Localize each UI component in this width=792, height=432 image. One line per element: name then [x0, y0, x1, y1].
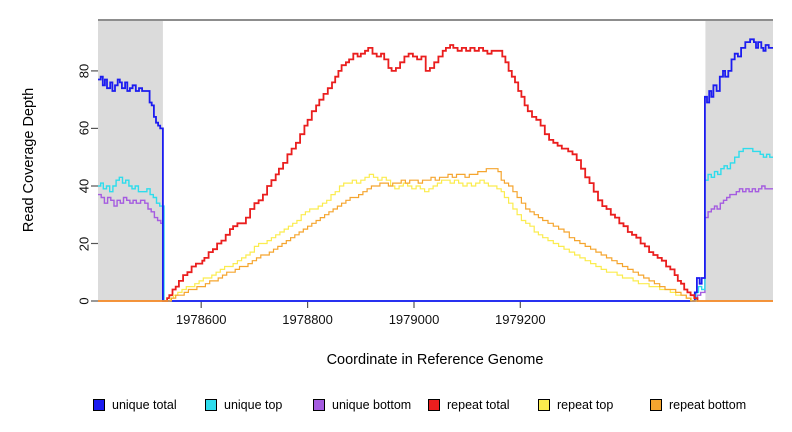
- masked-right-shaded-region: [705, 21, 773, 301]
- legend-label: unique total: [112, 398, 177, 412]
- legend-swatch-unique-total: [93, 399, 105, 411]
- masked-left-shaded-region: [98, 21, 163, 301]
- legend-label: repeat total: [447, 398, 510, 412]
- legend-swatch-unique-top: [205, 399, 217, 411]
- legend-label: unique top: [224, 398, 283, 412]
- series-line-repeat-bottom: [98, 168, 773, 302]
- legend-label: repeat bottom: [669, 398, 747, 412]
- series-line-unique-top: [98, 147, 773, 302]
- legend-item-repeat-bottom: repeat bottom: [650, 398, 746, 412]
- legend-item-repeat-top: repeat top: [538, 398, 613, 412]
- legend-item-repeat-total: repeat total: [428, 398, 510, 412]
- legend-swatch-repeat-top: [538, 399, 550, 411]
- legend-swatch-repeat-bottom: [650, 399, 662, 411]
- series-line-unique-bottom: [98, 185, 773, 302]
- legend-swatch-repeat-total: [428, 399, 440, 411]
- series-line-repeat-total: [98, 44, 773, 302]
- legend-label: unique bottom: [332, 398, 412, 412]
- legend-item-unique-top: unique top: [205, 398, 282, 412]
- legend-swatch-unique-bottom: [313, 399, 325, 411]
- series-line-unique-total: [98, 38, 773, 302]
- series-line-repeat-top: [98, 173, 773, 302]
- legend-item-unique-total: unique total: [93, 398, 177, 412]
- legend-label: repeat top: [557, 398, 614, 412]
- legend-item-unique-bottom: unique bottom: [313, 398, 411, 412]
